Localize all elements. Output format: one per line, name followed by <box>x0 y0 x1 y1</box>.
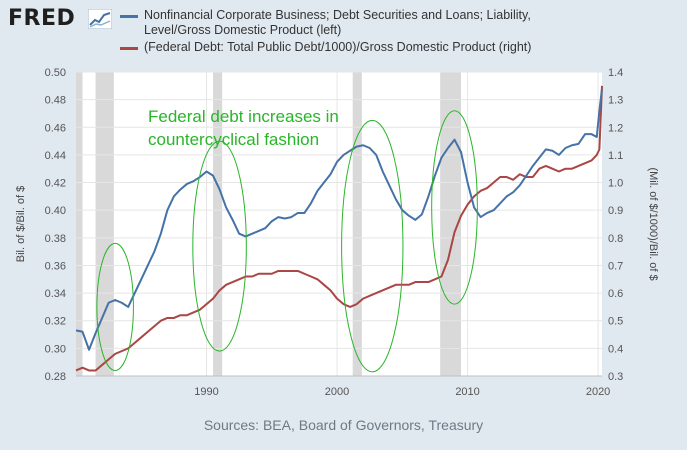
annotation-line-2: countercyclical fashion <box>148 130 319 149</box>
fred-logo[interactable]: FRED <box>8 6 76 31</box>
y-tick-left: 0.30 <box>45 343 66 355</box>
legend-swatch-right <box>120 47 138 50</box>
y-tick-left: 0.32 <box>45 316 66 328</box>
annotation-line-1: Federal debt increases in <box>148 107 339 126</box>
x-tick: 2020 <box>586 386 610 398</box>
y-tick-right: 0.9 <box>608 205 623 217</box>
legend-item-right-series[interactable]: (Federal Debt: Total Public Debt/1000)/G… <box>120 40 560 55</box>
series-line-corporate-debt <box>75 88 603 351</box>
highlight-ellipse <box>431 110 478 305</box>
series-line-federal-debt <box>75 85 603 372</box>
y-tick-right: 1.2 <box>608 122 623 134</box>
y-axis-label-right: (Mil. of $/1000)/Bil. of $ <box>647 167 659 280</box>
y-tick-left: 0.44 <box>45 150 66 162</box>
recession-band <box>76 72 83 376</box>
y-tick-right: 0.3 <box>608 371 623 383</box>
y-tick-right: 0.8 <box>608 233 623 245</box>
y-axis-label-left: Bil. of $/Bil. of $ <box>15 186 27 262</box>
y-tick-left: 0.42 <box>45 178 66 190</box>
y-tick-left: 0.28 <box>45 371 66 383</box>
highlight-ellipse <box>96 242 134 371</box>
x-tick: 2010 <box>455 386 479 398</box>
recession-band <box>95 72 114 376</box>
recession-band <box>352 72 362 376</box>
y-tick-right: 1.3 <box>608 95 623 107</box>
highlight-ellipse <box>341 119 404 373</box>
y-tick-left: 0.40 <box>45 205 66 217</box>
legend-label-right: (Federal Debt: Total Public Debt/1000)/G… <box>144 40 532 54</box>
x-tick: 1990 <box>194 386 218 398</box>
y-tick-right: 0.4 <box>608 343 623 355</box>
highlight-ellipse <box>192 140 247 352</box>
y-tick-right: 0.6 <box>608 288 623 300</box>
y-tick-right: 1.4 <box>608 67 623 79</box>
y-tick-left: 0.48 <box>45 95 66 107</box>
y-tick-right: 0.7 <box>608 260 623 272</box>
y-tick-left: 0.50 <box>45 67 66 79</box>
recession-band <box>213 72 223 376</box>
y-tick-left: 0.34 <box>45 288 66 300</box>
sources-footer: Sources: BEA, Board of Governors, Treasu… <box>203 417 484 433</box>
y-tick-right: 0.5 <box>608 316 623 328</box>
x-tick: 2000 <box>325 386 349 398</box>
chart-line-icon <box>88 9 112 29</box>
legend-label-left: Nonfinancial Corporate Business; Debt Se… <box>144 8 531 37</box>
y-tick-left: 0.36 <box>45 260 66 272</box>
y-tick-right: 1.0 <box>608 178 623 190</box>
chart-header: FRED Nonfinancial Corporate Business; De… <box>0 0 687 62</box>
legend-item-left-series[interactable]: Nonfinancial Corporate Business; Debt Se… <box>120 8 560 37</box>
y-tick-right: 1.1 <box>608 150 623 162</box>
y-tick-left: 0.46 <box>45 122 66 134</box>
recession-band <box>440 72 462 376</box>
legend-swatch-left <box>120 15 138 18</box>
y-tick-left: 0.38 <box>45 233 66 245</box>
chart-legend: Nonfinancial Corporate Business; Debt Se… <box>120 8 560 58</box>
